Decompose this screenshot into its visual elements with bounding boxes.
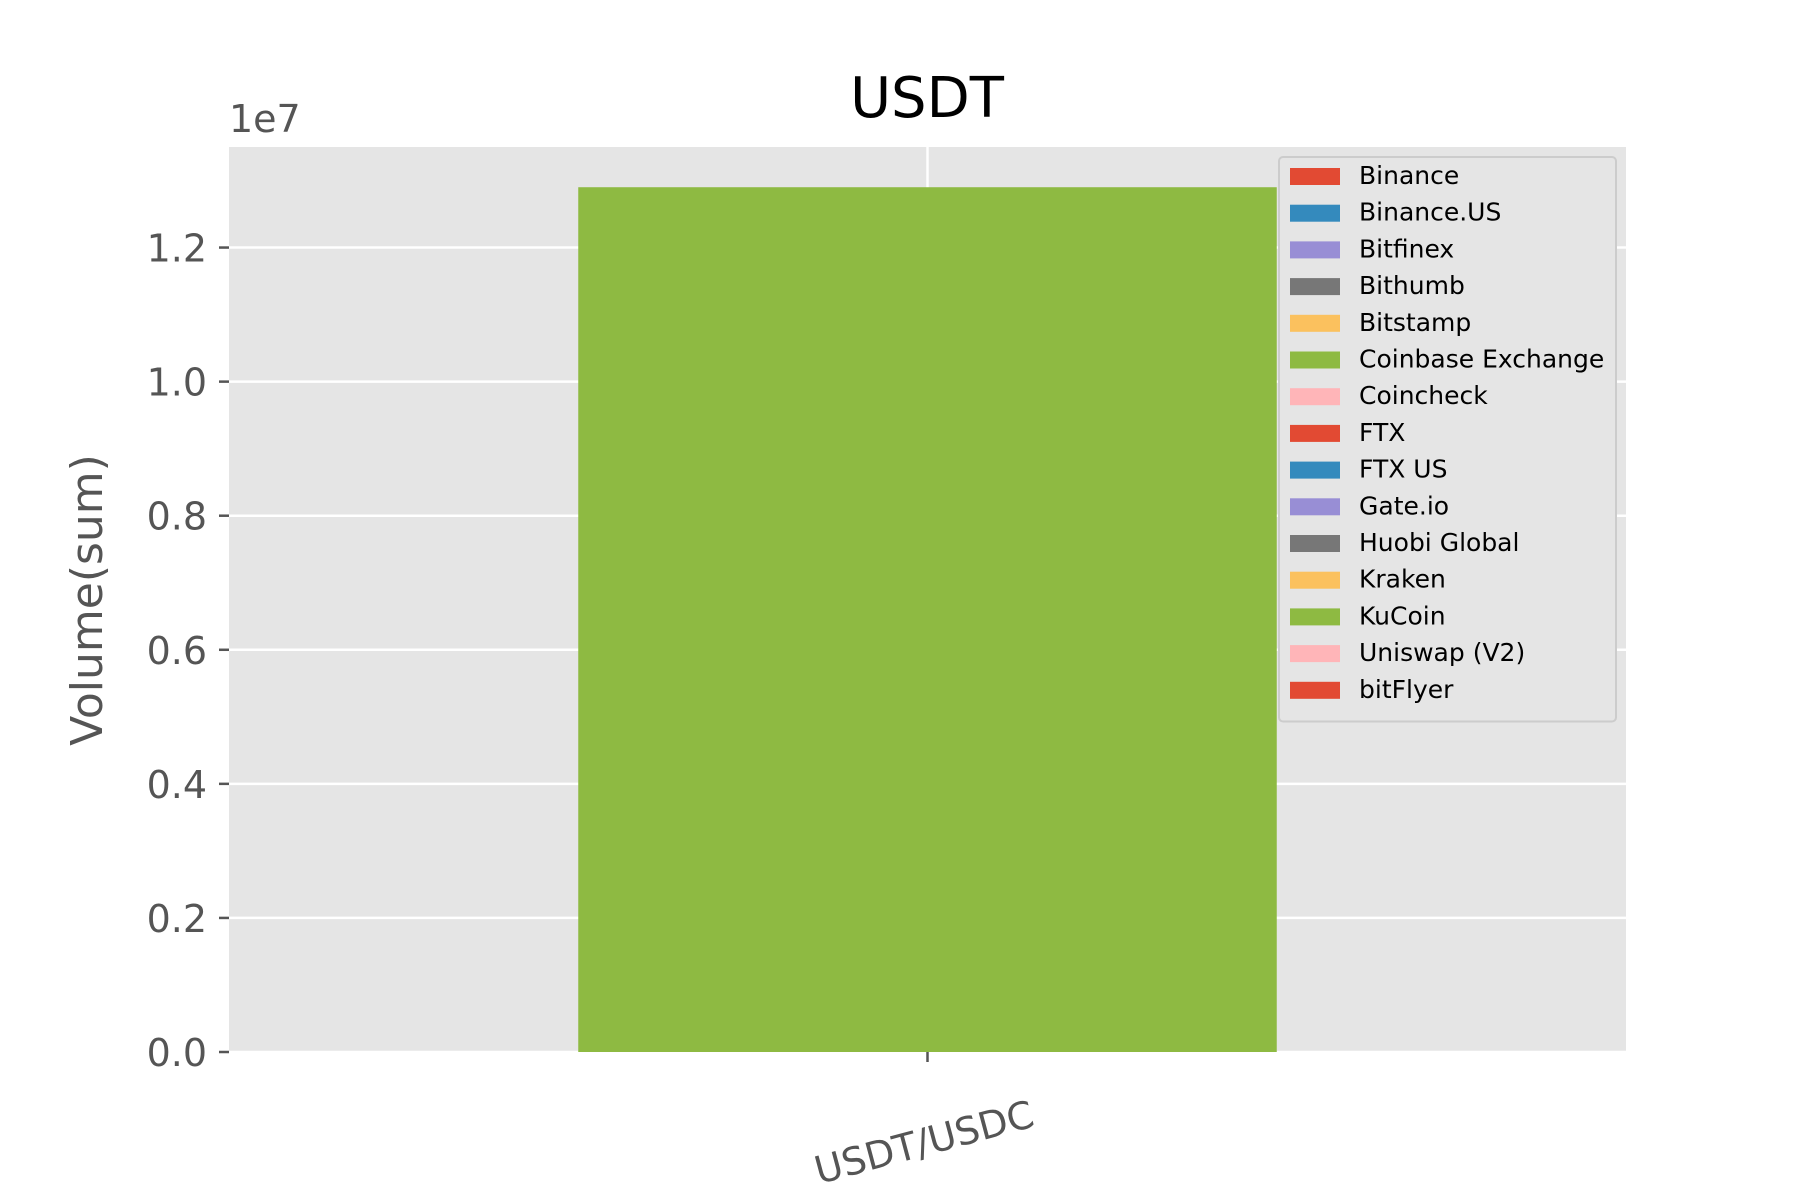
legend-label: Huobi Global: [1359, 528, 1519, 557]
y-tick-label: 0.0: [147, 1031, 207, 1075]
legend-label: KuCoin: [1359, 601, 1446, 630]
legend-label: Binance.US: [1359, 198, 1501, 227]
y-tick-label: 0.6: [147, 629, 207, 673]
legend-swatch: [1290, 278, 1340, 296]
legend-label: bitFlyer: [1359, 675, 1454, 704]
bars: [578, 187, 1277, 1052]
legend: Binance Binance.US Bitfinex Bithumb Bitstamp…: [1278, 156, 1617, 723]
legend-label: Kraken: [1359, 565, 1446, 594]
legend-swatch: [1290, 645, 1340, 663]
x-axis-ticks: USDT/USDC: [810, 1052, 1039, 1193]
legend-swatch: [1290, 168, 1340, 185]
legend-swatch: [1290, 351, 1340, 369]
y-tick-label: 0.8: [147, 495, 207, 539]
legend-swatch: [1290, 498, 1340, 516]
legend-swatch: [1290, 571, 1340, 589]
legend-swatch: [1290, 535, 1340, 552]
legend-label: Bithumb: [1359, 271, 1465, 300]
legend-label: Bitfinex: [1359, 234, 1454, 263]
legend-swatch: [1290, 608, 1340, 626]
legend-label: Coincheck: [1359, 381, 1488, 410]
legend-frame: [1278, 156, 1617, 723]
legend-label: Coinbase Exchange: [1359, 345, 1604, 374]
legend-label: Uniswap (V2): [1359, 638, 1525, 667]
legend-label: Binance: [1359, 161, 1459, 190]
legend-swatch: [1290, 388, 1340, 406]
legend-swatch: [1290, 681, 1340, 699]
legend-label: FTX: [1359, 418, 1405, 447]
bar-coinbase-exchange: [578, 187, 1277, 1052]
y-tick-label: 0.4: [147, 763, 207, 807]
legend-label: Bitstamp: [1359, 308, 1471, 337]
y-axis-label: Volume(sum): [62, 454, 113, 746]
y-axis-ticks: 0.0 0.2 0.4 0.6 0.8 1.0 1.2: [147, 227, 229, 1075]
y-tick-label: 1.2: [147, 227, 207, 271]
chart-title: USDT: [850, 66, 1005, 131]
legend-swatch: [1290, 241, 1340, 259]
legend-label: FTX US: [1359, 455, 1447, 484]
legend-swatch: [1290, 424, 1340, 442]
y-tick-label: 1.0: [147, 361, 207, 405]
y-offset-label: 1e7: [229, 97, 301, 141]
legend-swatch: [1290, 314, 1340, 332]
legend-swatch: [1290, 204, 1340, 222]
x-tick-label: USDT/USDC: [810, 1092, 1039, 1193]
legend-swatch: [1290, 461, 1340, 479]
y-tick-label: 0.2: [147, 897, 207, 941]
legend-label: Gate.io: [1359, 491, 1449, 520]
